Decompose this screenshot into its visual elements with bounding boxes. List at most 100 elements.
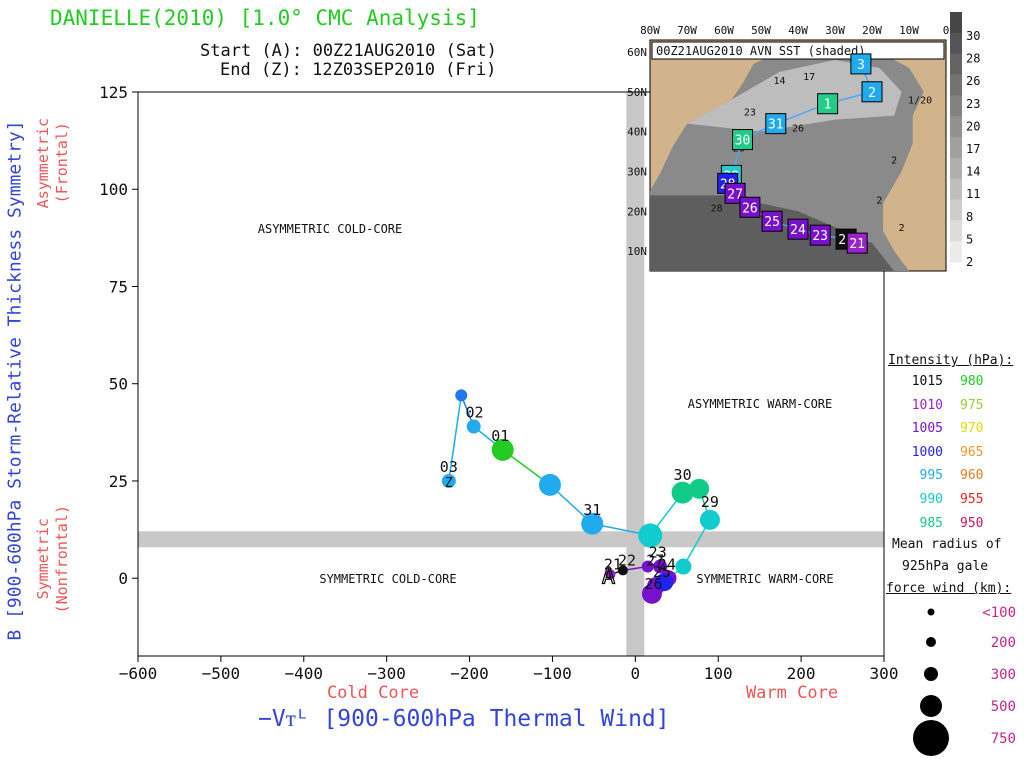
intensity-legend-row: 1015 980: [888, 374, 1018, 398]
track-point: [655, 573, 674, 592]
x-tick-label: −300: [367, 664, 406, 683]
y-tick-label: 0: [118, 569, 128, 588]
radius-legend-circle: [926, 637, 936, 647]
chart-title: DANIELLE(2010) [1.0° CMC Analysis]: [50, 6, 480, 30]
inset-track-label: 21: [849, 237, 865, 252]
day-label: 01: [491, 427, 509, 445]
colorbar-label: 28: [966, 52, 980, 66]
intensity-value: 970: [960, 421, 984, 437]
inset-contour-label: 28: [711, 203, 723, 214]
intensity-value: 955: [960, 491, 984, 507]
x-right-label: Warm Core: [746, 683, 838, 703]
inset-lon-label: 30W: [825, 24, 845, 37]
inset-contour-label: 2: [876, 195, 882, 206]
intensity-value: 1015: [911, 374, 943, 389]
inset-track-label: 23: [812, 229, 828, 244]
intensity-legend: 1015 980 1010 975 1005 970 1000 965 995 960 990 955…: [888, 374, 1018, 539]
horizontal-threshold-band: [138, 531, 884, 548]
inset-track-label: 25: [764, 215, 780, 230]
inset-track-label: 31: [768, 118, 784, 133]
inset-contour-label: 26: [792, 124, 804, 135]
colorbar-segment: [950, 220, 962, 242]
inset-lon-label: 0: [943, 24, 950, 37]
colorbar-label: 14: [966, 165, 980, 179]
vertical-threshold-band: [626, 92, 645, 656]
x-tick-label: −600: [119, 664, 158, 683]
colorbar-label: 26: [966, 74, 980, 88]
inset-lat-label: 20N: [627, 205, 647, 218]
track-point: [653, 559, 668, 574]
intensity-value: 1000: [911, 444, 943, 460]
x-axis-label: −Vᴛᴸ [900-600hPa Thermal Wind]: [258, 706, 670, 732]
track-point: [617, 565, 628, 576]
x-tick-label: −100: [533, 664, 572, 683]
day-label: 31: [583, 501, 601, 519]
colorbar-label: 11: [966, 187, 980, 201]
end-marker: Z: [445, 476, 453, 491]
inset-lon-label: 40W: [788, 24, 808, 37]
x-tick-label: 300: [870, 664, 899, 683]
inset-cool-water: [687, 59, 902, 132]
colorbar-segment: [950, 12, 962, 34]
colorbar-segment: [950, 137, 962, 159]
track-point: [455, 389, 468, 402]
day-label: 23: [649, 544, 667, 562]
radius-legend-title-1: Mean radius of: [892, 537, 1002, 552]
colorbar-segment: [950, 53, 962, 75]
colorbar-segment: [950, 178, 962, 200]
intensity-legend-title: Intensity (hPa):: [888, 353, 1014, 368]
inset-track-label: 2: [868, 86, 876, 101]
day-label: 26: [645, 575, 663, 593]
x-tick-label: 200: [787, 664, 816, 683]
track-point: [538, 473, 561, 496]
day-label: 03: [440, 458, 458, 476]
inset-title: 00Z21AUG2010 AVN SST (shaded): [656, 44, 866, 58]
radius-legend-title-3: force wind (km):: [886, 581, 1012, 596]
intensity-legend-row: 1010 975: [888, 398, 1018, 422]
day-label: 30: [674, 466, 692, 484]
intensity-value: 1005: [911, 421, 943, 437]
colorbar-label: 2: [966, 255, 973, 269]
radius-legend-circle: [913, 720, 949, 756]
inset-contour-label: 2: [899, 223, 905, 234]
inset-lat-label: 50N: [627, 86, 647, 99]
inset-track-marker: [765, 113, 787, 135]
colorbar-segment: [950, 32, 962, 55]
inset-track-label: 24: [790, 223, 806, 238]
inset-contour-label: 1/20: [908, 96, 932, 107]
intensity-value: 950: [960, 515, 984, 531]
track-segment: [448, 395, 463, 482]
colorbar-segment: [950, 116, 962, 138]
track-point: [605, 569, 616, 580]
intensity-value: 965: [960, 444, 984, 460]
y-tick-label: 125: [99, 83, 128, 102]
inset-track-label: 3: [857, 58, 865, 73]
y-tick-label: 75: [109, 277, 128, 296]
track-point: [641, 560, 654, 573]
y-tick-label: 25: [109, 472, 128, 491]
track-point: [581, 512, 604, 535]
quadrant-label-sym-cold: SYMMETRIC COLD-CORE: [319, 572, 456, 586]
day-label: 02: [465, 404, 483, 422]
day-label: 22: [618, 551, 636, 569]
intensity-legend-row: 995 960: [888, 468, 1018, 492]
inset-lon-label: 10W: [899, 24, 919, 37]
y-tick-label: 100: [99, 180, 128, 199]
colorbar-label: 23: [966, 97, 980, 111]
x-tick-label: −400: [285, 664, 324, 683]
inset-track-marker: [739, 196, 761, 218]
radius-legend-circle: [927, 608, 935, 616]
inset-contour-label: 17: [803, 72, 815, 83]
end-time: End (Z): 12Z03SEP2010 (Fri): [220, 60, 497, 80]
inset-track-label: 27: [727, 187, 743, 202]
day-label: 25: [653, 563, 671, 581]
intensity-value: 990: [919, 491, 943, 507]
track-point: [689, 478, 710, 499]
x-tick-label: 0: [631, 664, 641, 683]
radius-legend-label: 500: [991, 699, 1016, 715]
inset-track-marker: [817, 93, 839, 115]
inset-track-marker: [846, 232, 868, 254]
inset-lat-label: 30N: [627, 165, 647, 178]
track-point: [699, 509, 720, 530]
day-label: 27: [646, 551, 664, 569]
